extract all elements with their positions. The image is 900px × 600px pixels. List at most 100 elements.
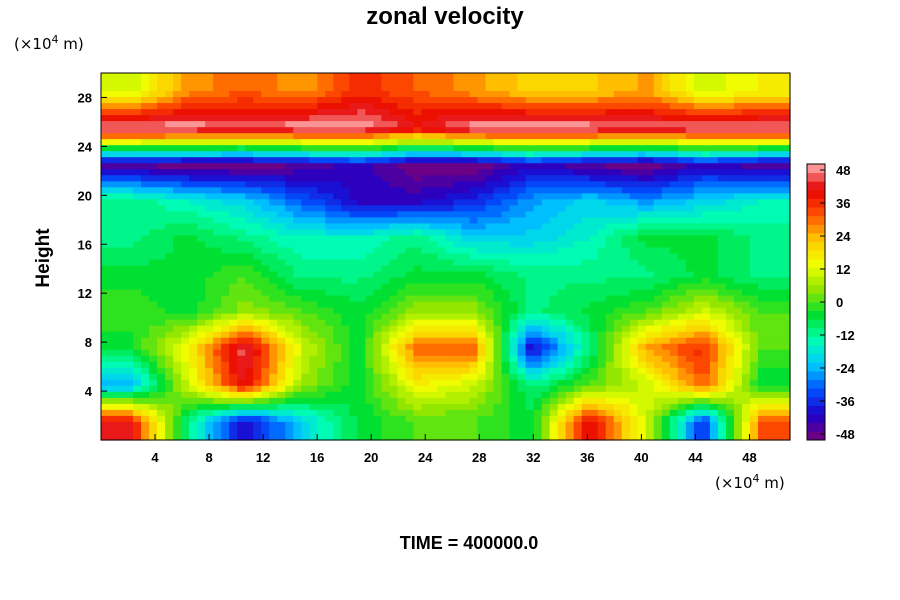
heatmap-cell	[285, 253, 294, 261]
heatmap-cell	[237, 97, 246, 104]
heatmap-cell	[397, 349, 407, 357]
heatmap-cell	[157, 211, 166, 218]
heatmap-cell	[405, 247, 415, 255]
heatmap-cell	[717, 121, 727, 128]
heatmap-cell	[157, 271, 166, 279]
heatmap-cell	[477, 79, 487, 86]
heatmap-cell	[509, 79, 519, 86]
heatmap-cell	[389, 127, 399, 134]
heatmap-cell	[637, 289, 647, 297]
heatmap-cell	[541, 313, 551, 321]
heatmap-cell	[565, 151, 575, 158]
heatmap-cell	[237, 415, 246, 423]
heatmap-cell	[637, 217, 647, 225]
heatmap-cell	[261, 349, 270, 357]
heatmap-cell	[445, 325, 455, 333]
heatmap-cell	[333, 97, 342, 104]
heatmap-cell	[333, 133, 342, 140]
heatmap-cell	[581, 367, 591, 375]
heatmap-cell	[349, 415, 358, 423]
heatmap-cell	[397, 253, 407, 261]
heatmap-cell	[485, 133, 495, 140]
heatmap-cell	[349, 115, 358, 122]
heatmap-cell	[397, 415, 407, 423]
heatmap-cell	[653, 175, 663, 182]
heatmap-cell	[725, 157, 735, 164]
heatmap-cell	[765, 283, 775, 291]
heatmap-cell	[781, 193, 791, 200]
heatmap-cell	[501, 319, 511, 327]
heatmap-cell	[453, 241, 463, 249]
heatmap-cell	[221, 355, 230, 363]
heatmap-cell	[629, 385, 639, 393]
heatmap-cell	[525, 271, 535, 279]
heatmap-cell	[397, 343, 407, 351]
heatmap-cell	[661, 103, 671, 110]
heatmap-cell	[133, 181, 142, 188]
heatmap-cell	[725, 121, 735, 128]
heatmap-cell	[645, 169, 655, 176]
heatmap-cell	[629, 85, 639, 92]
heatmap-cell	[677, 79, 687, 86]
heatmap-cell	[373, 175, 383, 182]
heatmap-cell	[429, 139, 439, 146]
heatmap-cell	[493, 265, 503, 273]
heatmap-cell	[613, 223, 623, 231]
heatmap-cell	[325, 121, 334, 128]
heatmap-cell	[429, 229, 439, 237]
heatmap-cell	[669, 277, 679, 285]
heatmap-cell	[309, 301, 318, 309]
heatmap-cell	[205, 319, 214, 327]
heatmap-cell	[253, 217, 262, 225]
heatmap-cell	[701, 295, 711, 303]
heatmap-cell	[629, 253, 639, 261]
heatmap-cell	[165, 115, 174, 122]
heatmap-cell	[349, 133, 358, 140]
heatmap-cell	[549, 409, 559, 417]
heatmap-cell	[341, 151, 350, 158]
heatmap-cell	[373, 385, 383, 393]
heatmap-cell	[565, 325, 575, 333]
heatmap-cell	[229, 181, 238, 188]
heatmap-cell	[293, 259, 302, 267]
heatmap-cell	[133, 361, 142, 369]
heatmap-cell	[685, 379, 695, 387]
heatmap-cell	[149, 301, 158, 309]
heatmap-cell	[133, 91, 142, 98]
heatmap-cell	[557, 325, 567, 333]
heatmap-cell	[365, 277, 374, 285]
heatmap-cell	[573, 109, 583, 116]
heatmap-cell	[245, 265, 254, 273]
heatmap-cell	[653, 211, 663, 218]
heatmap-cell	[477, 211, 487, 218]
heatmap-cell	[773, 283, 783, 291]
heatmap-cell	[429, 145, 439, 152]
heatmap-cell	[157, 205, 166, 212]
heatmap-cell	[141, 403, 150, 411]
heatmap-cell	[357, 229, 366, 237]
heatmap-cell	[597, 379, 607, 387]
heatmap-cell	[117, 205, 126, 212]
heatmap-cell	[325, 103, 334, 110]
heatmap-cell	[317, 361, 326, 369]
heatmap-cell	[701, 325, 711, 333]
heatmap-cell	[469, 361, 479, 369]
heatmap-cell	[677, 391, 687, 399]
heatmap-cell	[517, 319, 527, 327]
heatmap-cell	[613, 103, 623, 110]
heatmap-cell	[309, 349, 318, 357]
heatmap-cell	[245, 181, 254, 188]
heatmap-cell	[437, 79, 447, 86]
heatmap-cell	[269, 385, 278, 393]
heatmap-cell	[661, 355, 671, 363]
heatmap-cell	[469, 205, 479, 212]
heatmap-cell	[357, 187, 366, 194]
heatmap-cell	[429, 211, 439, 218]
heatmap-cell	[549, 259, 559, 267]
heatmap-cell	[501, 301, 511, 309]
heatmap-cell	[341, 253, 350, 261]
heatmap-cell	[605, 79, 615, 86]
heatmap-cell	[141, 139, 150, 146]
heatmap-cell	[469, 349, 479, 357]
heatmap-cell	[613, 127, 623, 134]
